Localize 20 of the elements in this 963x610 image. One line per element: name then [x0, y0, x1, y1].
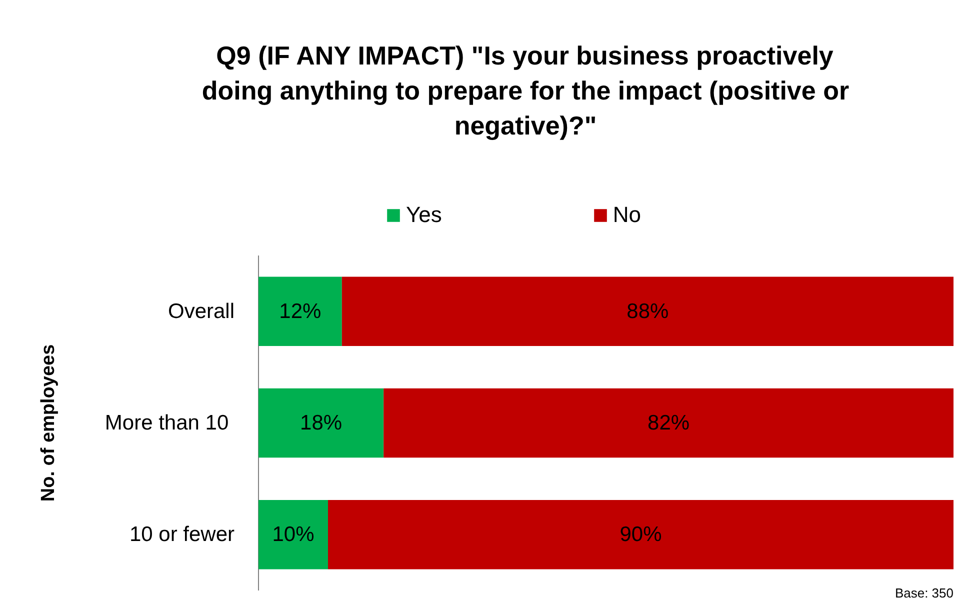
- bar: [342, 276, 954, 346]
- data-label: 10%: [272, 523, 314, 546]
- legend-label: No: [612, 202, 642, 228]
- data-label: 90%: [620, 523, 662, 546]
- data-label: 82%: [648, 412, 690, 434]
- chart-title: Q9 (IF ANY IMPACT) "Is your business proactively doing anything to prepare for the impact (positive or negative)?": [202, 40, 850, 140]
- bar: [258, 500, 328, 570]
- data-label: 12%: [279, 300, 322, 323]
- data-label: 88%: [626, 300, 669, 323]
- data-label: 18%: [300, 412, 342, 434]
- y-tick-label: 10 or fewer: [129, 523, 235, 546]
- annotation: Base: 350: [894, 586, 954, 600]
- bar: [384, 388, 954, 458]
- y-tick-label: More than 10: [104, 412, 229, 434]
- y-axis-title: No. of employees: [38, 344, 59, 502]
- y-tick-label: Overall: [168, 300, 235, 323]
- bar: [258, 388, 384, 458]
- legend-label: Yes: [406, 202, 442, 228]
- bar: [258, 276, 342, 346]
- bar: [328, 500, 954, 570]
